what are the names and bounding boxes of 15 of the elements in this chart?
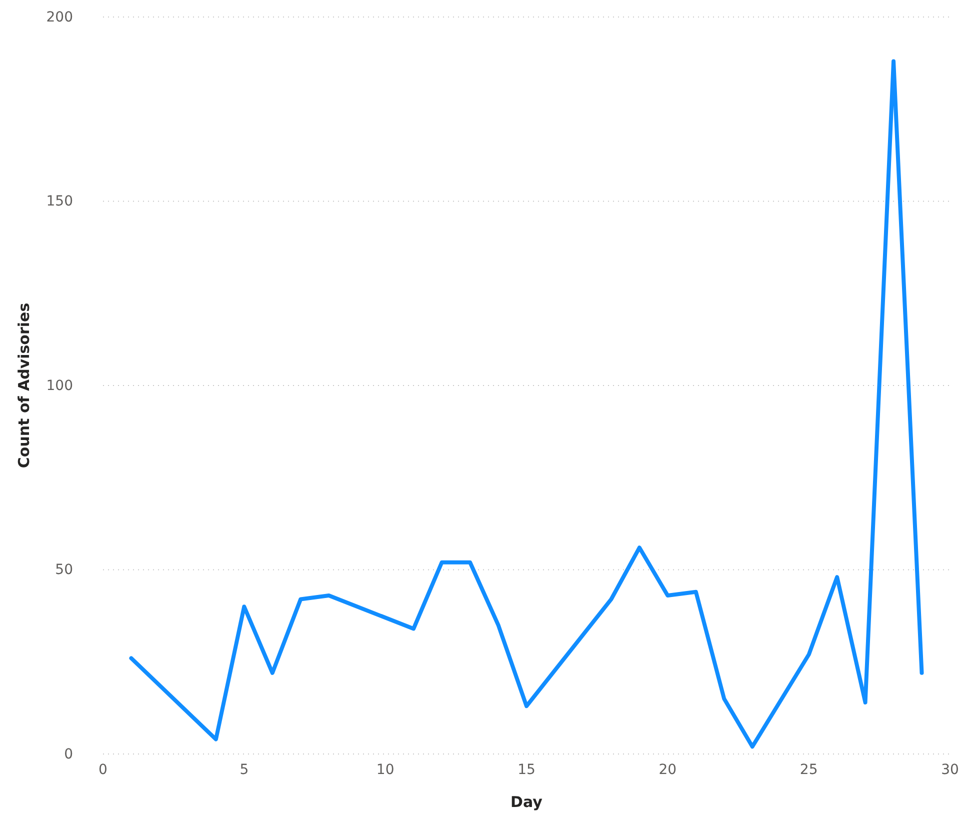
y-tick-label: 50: [55, 562, 73, 578]
x-tick-label: 5: [240, 762, 249, 778]
y-tick-label: 150: [46, 194, 73, 210]
line-series: [129, 59, 924, 749]
y-tick-label: 0: [64, 746, 73, 762]
y-tick-label: 100: [46, 378, 73, 394]
x-tick-label: 10: [376, 762, 394, 778]
y-tick-label: 200: [46, 9, 73, 26]
y-axis-title: Count of Advisories: [15, 302, 33, 468]
x-tick-label: 15: [518, 762, 536, 778]
x-tick-label: 0: [98, 762, 108, 778]
x-tick-label: 25: [800, 762, 818, 778]
x-tick-label: 20: [658, 762, 677, 778]
x-tick-label: 30: [941, 762, 959, 778]
x-axis-title: Day: [510, 793, 543, 811]
